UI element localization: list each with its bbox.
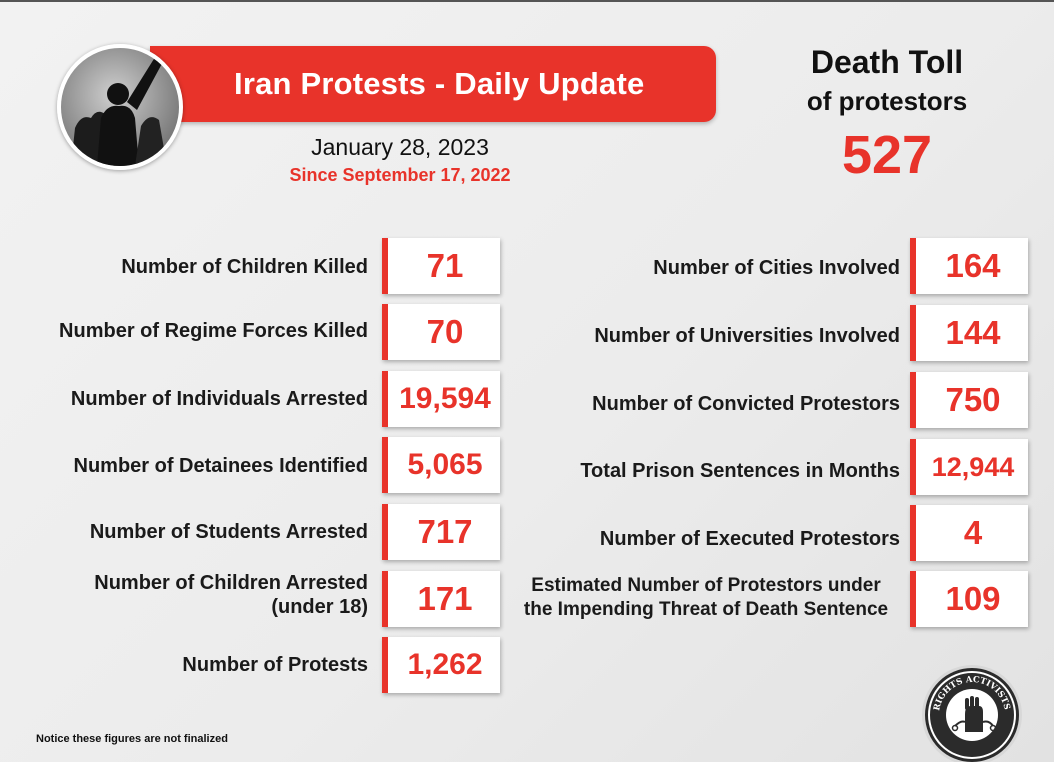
top-border — [0, 0, 1054, 2]
stat-value-cities-involved: 164 — [910, 238, 1028, 294]
title-banner: Iran Protests - Daily Update — [150, 46, 716, 122]
stat-value-students-arrested: 717 — [382, 504, 500, 560]
stat-label-individuals-arrested: Number of Individuals Arrested — [70, 388, 368, 410]
stat-value-convicted-protestors: 750 — [910, 372, 1028, 428]
stat-value-regime-forces-killed: 70 — [382, 304, 500, 360]
stat-label-universities-involved: Number of Universities Involved — [594, 325, 900, 347]
stat-label-executed-protestors: Number of Executed Protestors — [599, 528, 900, 550]
stat-value-death-sentence-threat: 109 — [910, 571, 1028, 627]
death-toll-subtitle: of protestors — [806, 86, 968, 116]
stat-label-cities-involved: Number of Cities Involved — [653, 257, 900, 279]
stat-value-detainees-identified: 5,065 — [382, 437, 500, 493]
stat-value-protests: 1,262 — [382, 637, 500, 693]
report-date: January 28, 2023 — [311, 134, 489, 160]
stat-value-executed-protestors: 4 — [910, 505, 1028, 561]
stat-label-children-killed: Number of Children Killed — [121, 256, 368, 278]
stat-value-children-arrested: 171 — [382, 571, 500, 627]
banner-title: Iran Protests - Daily Update — [234, 66, 645, 101]
fist-logo-icon: HUMAN RIGHTS ACTIVISTS IN IRAN — [925, 668, 1019, 762]
stat-value-children-killed: 71 — [382, 238, 500, 294]
stat-value-universities-involved: 144 — [910, 305, 1028, 361]
stat-label-death-sentence-threat: Estimated Number of Protestors under the… — [523, 575, 889, 620]
stat-value-individuals-arrested: 19,594 — [382, 371, 500, 427]
stat-label-convicted-protestors: Number of Convicted Protestors — [592, 393, 900, 415]
stat-label-regime-forces-killed: Number of Regime Forces Killed — [59, 320, 368, 342]
stat-label-prison-sentences: Total Prison Sentences in Months — [580, 460, 900, 482]
stat-value-prison-sentences: 12,944 — [910, 439, 1028, 495]
stat-label-detainees-identified: Number of Detainees Identified — [73, 455, 369, 477]
death-toll-title: Death Toll — [810, 44, 964, 80]
since-date: Since September 17, 2022 — [289, 165, 511, 185]
stat-label-children-arrested: Number of Children Arrested (under 18) — [94, 572, 368, 618]
stat-label-protests: Number of Protests — [182, 654, 368, 676]
notice-text: Notice these figures are not finalized — [36, 733, 228, 745]
protester-photo — [57, 44, 183, 170]
stat-label-students-arrested: Number of Students Arrested — [89, 521, 368, 543]
death-toll-value: 527 — [841, 125, 933, 185]
